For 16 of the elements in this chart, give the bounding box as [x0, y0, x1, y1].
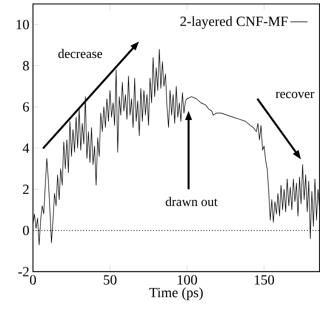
legend-label: 2-layered CNF-MF: [180, 16, 288, 30]
y-tick-label: 8: [22, 61, 29, 71]
x-tick-label: 100: [178, 275, 197, 285]
x-axis-title: Time (ps): [149, 288, 203, 300]
x-tick-label: 150: [254, 275, 274, 285]
x-tick-label: 0: [30, 275, 36, 285]
y-tick-label: 2: [23, 184, 29, 194]
y-tick-label: 0: [22, 226, 29, 236]
annotation: recover: [276, 92, 314, 98]
y-tick-label: -2: [18, 267, 29, 276]
y-tick-label: 6: [23, 102, 30, 112]
annotation: drawn out: [166, 197, 218, 206]
y-tick-label: 4: [22, 144, 30, 153]
annotation: decrease: [58, 49, 102, 58]
x-tick-label: 50: [104, 275, 116, 285]
y-tick-label: 10: [16, 20, 29, 30]
